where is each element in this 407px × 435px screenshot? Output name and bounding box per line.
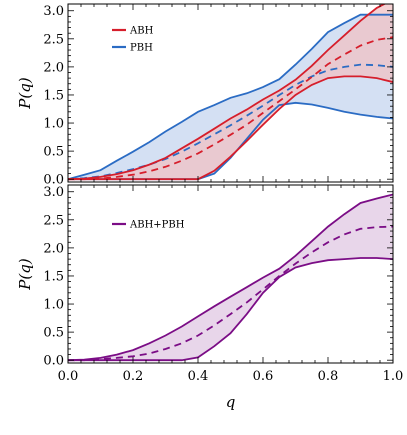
y-tick-label: 0.5 [43, 145, 64, 160]
legend: ABH+PBH [112, 220, 185, 231]
plot-area [68, 193, 393, 362]
legend-label: PBH [130, 43, 153, 54]
pbh-upper-line [68, 13, 393, 181]
plot-frame [67, 3, 394, 183]
abh-pbh-median-line [68, 225, 393, 362]
y-tick-label: 1.5 [43, 269, 64, 284]
x-tick-label: 0.0 [58, 369, 79, 384]
y-tick-label: 1.0 [43, 117, 64, 132]
y-tick-label: 0.0 [43, 354, 64, 369]
y-axis-title: P(q) [16, 77, 34, 110]
y-axis-title: P(q) [16, 258, 34, 291]
pbh-median-line [68, 63, 393, 181]
y-tick-label: 2.0 [43, 60, 64, 75]
y-tick-label: 1.0 [43, 298, 64, 313]
plot-area [68, 4, 393, 181]
panel-1: 0.0 0.5 1.0 1.5 2.0 2.5 3.0 P(q) ABH PBH [16, 3, 394, 188]
panel-2: 0.0 0.2 0.4 0.6 0.8 1.0 0.0 0.5 1.0 1.5 2.0 2.5 3.0 P… [16, 184, 404, 411]
pbh-band [68, 14, 393, 180]
y-tick-label: 0.0 [43, 173, 64, 188]
abh-median-line [68, 36, 393, 181]
x-tick-label: 0.6 [253, 369, 274, 384]
y-tick-label: 2.0 [43, 241, 64, 256]
y-tick-label: 1.5 [43, 88, 64, 103]
y-tick-label: 3.0 [43, 185, 64, 200]
abh-pbh-lower-line [68, 257, 393, 362]
y-tick-label: 0.5 [43, 326, 64, 341]
legend-label: ABH [129, 26, 154, 37]
legend: ABH PBH [112, 26, 154, 54]
x-tick-label: 1.0 [383, 369, 404, 384]
legend-label: ABH+PBH [129, 220, 185, 231]
abh-lower-line [68, 75, 393, 181]
abh-pbh-upper-line [68, 193, 393, 362]
x-axis-title: q [226, 393, 236, 411]
x-tick-label: 0.8 [318, 369, 339, 384]
y-tick-label: 2.5 [43, 32, 64, 47]
abh-pbh-band [68, 194, 393, 361]
plot-frame [67, 184, 394, 364]
y-tick-label: 2.5 [43, 213, 64, 228]
abh-upper-line [68, 4, 387, 181]
y-tick-label: 3.0 [43, 4, 64, 19]
x-tick-label: 0.4 [188, 369, 209, 384]
x-tick-label: 0.2 [123, 369, 144, 384]
